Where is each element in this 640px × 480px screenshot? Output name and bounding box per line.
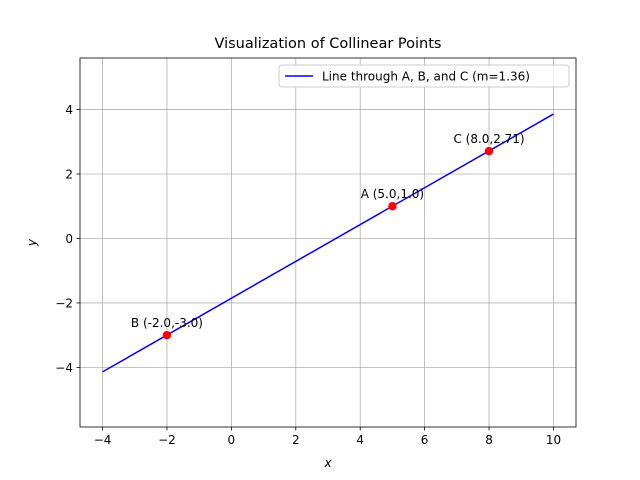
y-tick-label: 2: [65, 168, 73, 182]
x-tick-label: 10: [546, 433, 561, 447]
legend-box: [278, 64, 570, 88]
series-line: [102, 113, 554, 373]
ticks: −4 −2 0 2 4 6 8 10 −4 −2 0 2 4: [55, 103, 561, 447]
y-axis-label: y: [25, 238, 39, 247]
chart-title: Visualization of Collinear Points: [215, 36, 442, 52]
point-label: B (-2.0,-3.0): [131, 316, 203, 330]
data-point: [484, 146, 494, 156]
x-tick-label: 0: [228, 433, 236, 447]
legend-entry: Line through A, B, and C (m=1.36): [322, 70, 530, 84]
x-tick-label: 2: [292, 433, 300, 447]
point-label: A (5.0,1.0): [361, 187, 424, 201]
y-tick-label: −2: [55, 296, 73, 310]
point-label: C (8.0,2.71): [453, 132, 524, 146]
data-point: [388, 202, 397, 211]
x-tick-label: −2: [158, 433, 176, 447]
legend: Line through A, B, and C (m=1.36): [278, 64, 570, 88]
axes-frame: [79, 57, 577, 428]
x-axis-label: x: [323, 456, 332, 470]
y-tick-label: 4: [65, 103, 73, 117]
plot-data: A (5.0,1.0) B (-2.0,-3.0) C (8.0,2.71): [102, 113, 554, 373]
grid: [80, 58, 576, 427]
x-tick-label: 4: [356, 433, 364, 447]
x-tick-label: 8: [485, 433, 493, 447]
x-tick-label: 6: [421, 433, 429, 447]
x-tick-label: −4: [94, 433, 112, 447]
y-tick-label: −4: [55, 361, 73, 375]
y-tick-label: 0: [65, 232, 73, 246]
data-point: [162, 330, 172, 340]
